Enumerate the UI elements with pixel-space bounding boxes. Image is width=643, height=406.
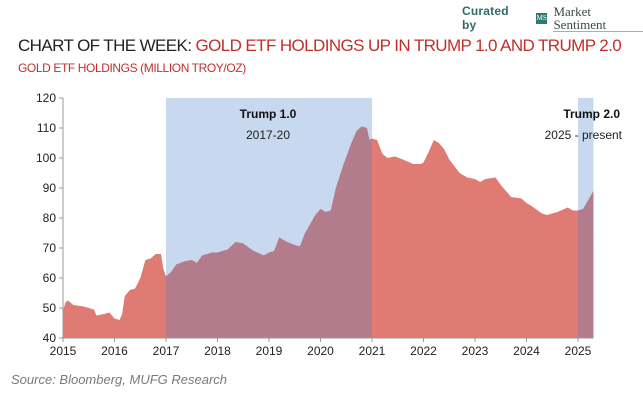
x-tick-label: 2019 [256,344,283,358]
title-rest: GOLD ETF HOLDINGS UP IN TRUMP 1.0 AND TR… [195,36,622,55]
x-tick-label: 2018 [204,344,231,358]
chart-subtitle: GOLD ETF HOLDINGS (MILLION TROY/OZ) [18,61,246,75]
period-label-1: Trump 1.0 [240,107,297,121]
x-tick-label: 2015 [50,344,77,358]
period-label-2: Trump 2.0 [563,107,620,121]
y-tick-label: 120 [36,91,56,105]
y-tick-label: 40 [43,331,57,345]
curated-by-badge: Curated by MS Market Sentiment [462,4,643,32]
y-tick-label: 110 [37,121,56,135]
x-tick-label: 2020 [307,344,334,358]
market-sentiment-logo: MS [535,12,548,24]
chart-title: CHART OF THE WEEK: GOLD ETF HOLDINGS UP … [18,36,622,56]
source-note: Source: Bloomberg, MUFG Research [11,372,228,387]
x-tick-label: 2022 [410,344,437,358]
x-tick-label: 2016 [101,344,128,358]
x-tick-label: 2024 [513,344,540,358]
x-tick-label: 2025 [565,344,592,358]
y-tick-label: 70 [43,241,57,255]
y-tick-label: 100 [36,151,56,165]
y-tick-label: 60 [43,271,57,285]
period-sublabel-2: 2025 - present [545,128,623,142]
y-tick-label: 50 [43,301,57,315]
y-tick-label: 80 [43,211,57,225]
x-tick-label: 2017 [153,344,180,358]
x-tick-label: 2021 [359,344,386,358]
x-tick-label: 2023 [462,344,489,358]
title-lead: CHART OF THE WEEK: [18,36,192,55]
period-sublabel-1: 2017-20 [246,128,290,142]
brand-name[interactable]: Market Sentiment [553,5,643,32]
curated-by-label: Curated by [462,4,509,32]
y-tick-label: 90 [43,181,57,195]
